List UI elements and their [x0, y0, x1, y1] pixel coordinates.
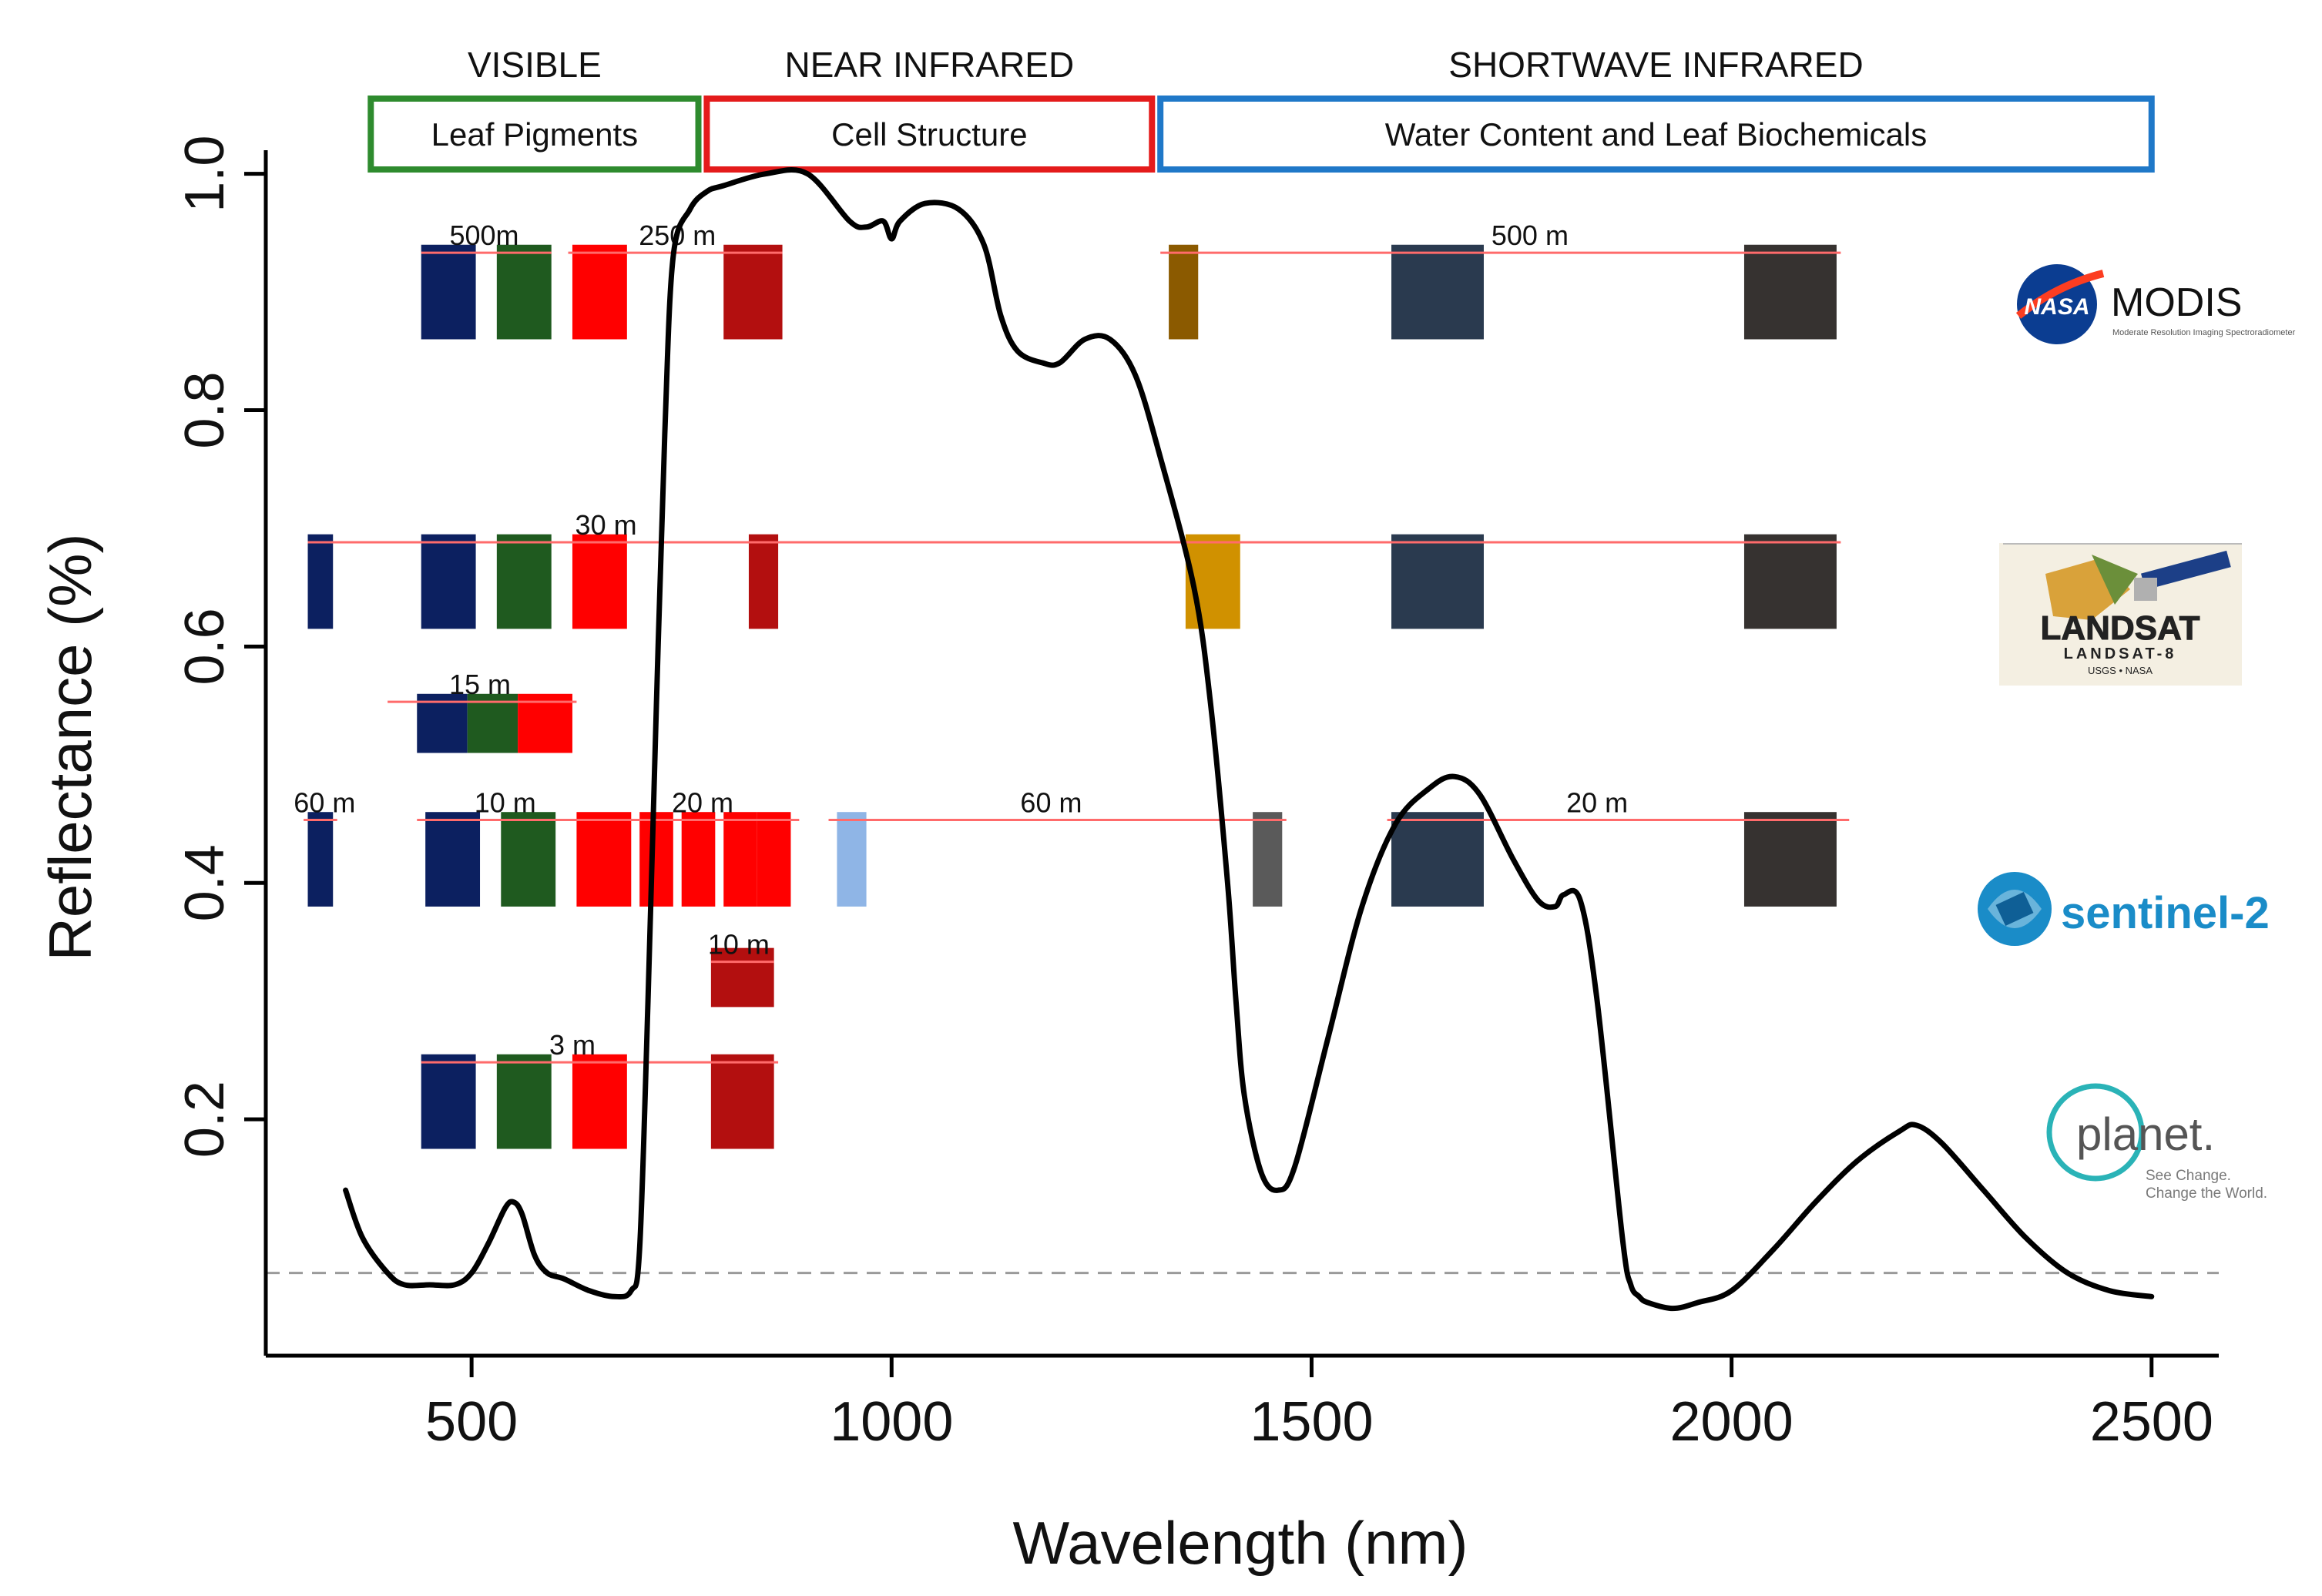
spectral-band: [723, 244, 783, 340]
y-tick-label: 0.6: [174, 608, 236, 685]
landsat-logo: LANDSAT LANDSAT-8 USGS • NASA: [1999, 543, 2242, 686]
spectral-band: [1391, 812, 1484, 907]
modis-logo: NASA MODIS Moderate Resolution Imaging S…: [2015, 264, 2296, 344]
landsat-usgs-text: USGS • NASA: [2088, 665, 2153, 676]
spectral-band: [1743, 812, 1837, 907]
spectral-band: [837, 812, 867, 907]
y-tick-label: 0.8: [174, 372, 236, 449]
spectral-band: [1743, 244, 1837, 340]
sentinel-2-logo: sentinel-2: [1978, 872, 2270, 946]
region-title: VISIBLE: [468, 45, 602, 85]
region-title: NEAR INFRARED: [784, 45, 1074, 85]
spectral-band: [572, 244, 627, 340]
region-label: Water Content and Leaf Biochemicals: [1385, 116, 1927, 153]
spectral-band: [710, 947, 774, 1008]
spectral-band: [307, 812, 334, 907]
resolution-label: 20 m: [1566, 787, 1628, 819]
sentinel-logo-text: sentinel-2: [2061, 888, 2270, 938]
spectral-band: [421, 1054, 476, 1149]
region-box: [367, 96, 702, 173]
spectral-band: [1391, 534, 1484, 629]
spectral-band: [518, 693, 572, 753]
spectral-band: [421, 534, 476, 629]
spectral-band: [576, 812, 632, 907]
region-title: SHORTWAVE INFRARED: [1448, 45, 1863, 85]
spectral-band: [501, 812, 556, 907]
sensor-row: 3 m: [421, 1029, 779, 1149]
spectral-band: [572, 534, 627, 629]
resolution-label: 3 m: [549, 1029, 596, 1061]
planet-tagline-2: Change the World.: [2146, 1185, 2267, 1202]
landsat-8-text: LANDSAT-8: [2064, 645, 2177, 662]
spectral-band: [757, 812, 791, 907]
y-tick-label: 0.4: [174, 844, 236, 921]
spectral-band: [681, 812, 716, 907]
spectral-band: [639, 812, 673, 907]
sensor-row: 10 m: [708, 929, 774, 1008]
x-tick-label: 1500: [1250, 1391, 1373, 1453]
sensor-row: 15 m: [388, 669, 577, 753]
spectral-band: [496, 534, 552, 629]
sensor-row: 60 m 10 m 20 m 60 m 20 m: [294, 787, 1850, 907]
region-label: Leaf Pigments: [431, 116, 639, 153]
spectral-regions: VISIBLE Leaf Pigments NEAR INFRARED Cell St…: [367, 45, 2155, 173]
resolution-label: 500 m: [1492, 220, 1569, 251]
spectral-band: [425, 812, 481, 907]
spectral-band: [710, 1054, 774, 1149]
spectral-band: [1169, 244, 1199, 340]
spectral-band: [723, 812, 757, 907]
spectral-band: [307, 534, 334, 629]
spectral-band: [496, 1054, 552, 1149]
resolution-label: 15 m: [449, 669, 511, 700]
modis-logo-text: MODIS: [2111, 280, 2242, 325]
satellite-panel-icon: [2141, 550, 2231, 590]
y-ticks: 0.2 0.4 0.6 0.8 1.0: [174, 136, 266, 1158]
resolution-label: 10 m: [708, 929, 770, 961]
x-tick-label: 500: [425, 1391, 518, 1453]
reflectance-curve: [343, 167, 2155, 1312]
nasa-swoosh-icon: [2015, 270, 2105, 319]
y-tick-label: 0.2: [174, 1081, 236, 1158]
planet-logo-text: planet.: [2076, 1108, 2215, 1160]
spectral-band: [421, 244, 476, 340]
region-box: [703, 96, 1156, 173]
spectral-band: [467, 693, 518, 753]
axes: 500 1000 1500 2000 2500 0.2 0.4 0.6 0.8 1.0: [174, 136, 2219, 1453]
y-tick-label: 1.0: [174, 136, 236, 213]
x-tick-label: 2500: [2090, 1391, 2213, 1453]
spectral-band: [1743, 534, 1837, 629]
landsat-logo-text: LANDSAT: [2041, 609, 2200, 647]
planet-tagline-1: See Change.: [2146, 1168, 2231, 1184]
modis-logo-subtext: Moderate Resolution Imaging Spectroradio…: [2112, 328, 2296, 337]
sensor-row: 500m 250 m 500 m: [421, 220, 1841, 340]
resolution-label: 30 m: [575, 509, 637, 541]
x-ticks: 500 1000 1500 2000 2500: [425, 1356, 2213, 1453]
resolution-label: 500m: [449, 220, 518, 251]
spectral-band: [417, 693, 468, 753]
planet-logo: planet. See Change. Change the World.: [2046, 1083, 2267, 1202]
sentinel-satellite-icon: [1995, 891, 2034, 927]
nasa-badge-text: NASA: [2024, 294, 2089, 320]
resolution-label: 10 m: [475, 787, 536, 819]
x-axis-title: Wavelength (nm): [1013, 1509, 1468, 1577]
region-box: [1157, 96, 2155, 173]
spectral-band: [572, 1054, 627, 1149]
satellite-body-icon: [2134, 578, 2157, 601]
spectral-band: [1391, 244, 1484, 340]
resolution-label: 60 m: [1020, 787, 1082, 819]
region-label: Cell Structure: [831, 116, 1027, 153]
x-tick-label: 1000: [830, 1391, 953, 1453]
spectral-band: [748, 534, 779, 629]
resolution-label: 20 m: [672, 787, 733, 819]
y-axis-title: Reflectance (%): [36, 534, 104, 961]
spectral-band: [496, 244, 552, 340]
spectral-band: [1253, 812, 1283, 907]
planet-ring-icon: [2046, 1083, 2145, 1182]
resolution-label: 60 m: [294, 787, 355, 819]
x-tick-label: 2000: [1670, 1391, 1794, 1453]
